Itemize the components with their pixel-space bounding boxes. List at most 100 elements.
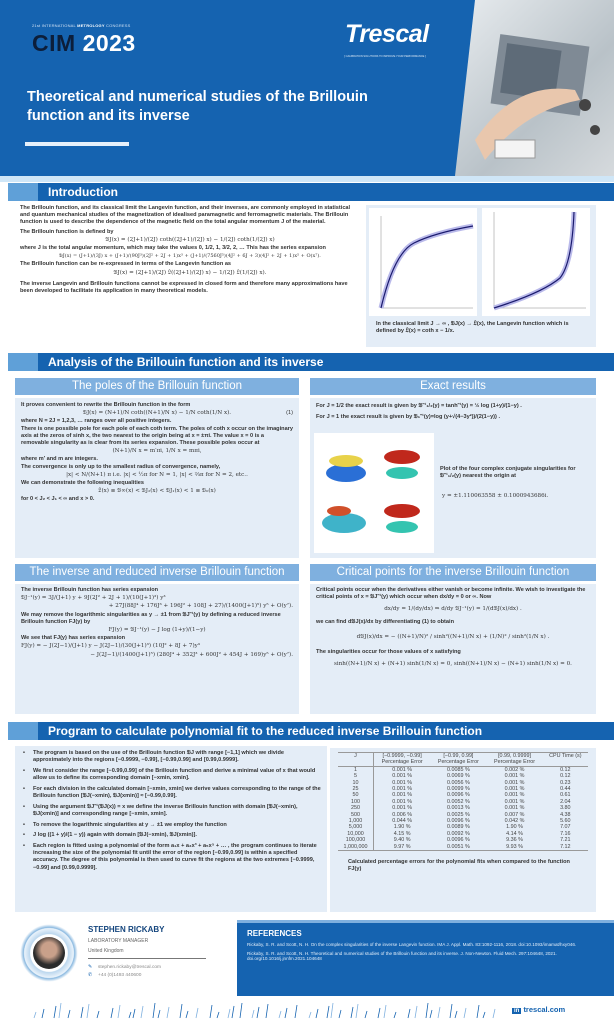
inverse-body: The inverse Brillouin function has serie… [15, 584, 299, 714]
table-cell: 9.97 % [373, 843, 431, 852]
table-cell: 0.0085 % [446, 766, 470, 773]
program-bullet: To remove the logarithmic singularities … [19, 822, 323, 829]
intro-paragraph: The Brillouin function, and its classica… [20, 205, 351, 226]
signature-stroke [140, 1005, 144, 1019]
table-cell: 2.04 [560, 798, 571, 805]
table-row: 10 0.001 % 0.0056 % 0.001 % 0.23 [338, 779, 588, 787]
table-row: 250 0.001 % 0.0013 % 0.001 % 3.80 [338, 805, 588, 812]
signature-stroke [152, 1002, 156, 1019]
signature-stroke [251, 1009, 255, 1019]
signature-stroke [179, 1003, 183, 1019]
signature-stroke [377, 1007, 381, 1019]
phone-icon: ✆ [88, 973, 93, 978]
inverse-panel: The inverse and reduced inverse Brilloui… [15, 564, 299, 714]
table-cell: 9.93 % [486, 843, 543, 852]
table-row: 100,000 9.40 % 0.0096 % 9.36 % 7.21 [338, 837, 588, 844]
subsection-title: Exact results [310, 378, 596, 395]
table-row: 1,000,000 9.97 % 0.0051 % 9.93 % 7.12 [338, 843, 588, 852]
signature-stroke [86, 1003, 90, 1019]
column-header: J [338, 752, 374, 760]
introduction-figure-panel: In the classical limit J → ∞ , 𝔅J(x) → 𝔏… [366, 205, 596, 347]
table-cell: 5,000 [338, 824, 374, 831]
website-link[interactable]: trescal.com [523, 1005, 566, 1014]
signature-stroke [227, 1008, 231, 1019]
table-cell: 0.12 [560, 773, 571, 780]
author-photo [33, 937, 65, 969]
subsection-title: Critical points for the inverse Brilloui… [310, 564, 596, 581]
subsection-title: The poles of the Brillouin function [15, 378, 299, 395]
table-row: 5,000 1.90 % 0.0089 % 1.90 % 7.07 [338, 824, 588, 831]
table-cell: 0.001 % [504, 786, 525, 793]
table-cell: 10,000 [338, 830, 374, 838]
table-cell: 0.001 % [392, 779, 413, 786]
signature-stroke [294, 1004, 298, 1019]
signature-stroke [278, 1010, 282, 1019]
table-cell: 250 [338, 805, 374, 812]
table-cell: 0.0092 % [446, 830, 470, 837]
table-cell: 0.12 [560, 766, 571, 773]
equation: 𝔅J(x) = (J+1)/(3J) x + (J+1)/(90J³)(2J² … [59, 253, 321, 260]
table-cell: 0.0052 % [446, 798, 470, 805]
table-cell: 0.0096 % [446, 837, 470, 844]
decorative-signature-strip [33, 1002, 496, 1019]
intro-paragraph: The Brillouin function is defined by [20, 228, 114, 235]
signature-stroke [315, 1008, 319, 1019]
paragraph: The convergence is only up to the smalle… [21, 463, 221, 470]
column-header: Percentage Error [373, 759, 431, 767]
author-email[interactable]: stephen.rickaby@trescal.com [98, 965, 162, 970]
table-cell: 1,000,000 [338, 843, 374, 852]
table-cell: 0.044 % [392, 818, 413, 825]
table-cell: 9.40 % [393, 837, 411, 844]
cim-logo: CIM 2023 [32, 30, 136, 57]
table-cell: 100,000 [338, 837, 374, 844]
table-header-row: Percentage Error Percentage Error Percenta… [338, 759, 588, 767]
intro-paragraph: where J is the total angular momentum, w… [20, 245, 326, 252]
table-cell: 1.90 % [506, 824, 523, 831]
table-cell: 7.12 [542, 843, 588, 852]
signature-stroke [350, 1006, 354, 1019]
signature-stroke [128, 1011, 132, 1019]
exact-result-one: For J = 1 the exact result is given by 𝔅… [316, 414, 501, 421]
signature-stroke [166, 1006, 170, 1019]
table-cell: 0.0013 % [446, 805, 470, 812]
table-cell: 0.001 % [504, 805, 525, 812]
section-header-analysis: Analysis of the Brillouin function and i… [8, 353, 614, 371]
table-cell: 0.006 % [392, 811, 413, 818]
section-header-introduction: Introduction [8, 183, 614, 201]
column-header: Percentage Error [430, 759, 487, 767]
signature-stroke [482, 1011, 486, 1019]
table-cell: 1 [338, 766, 374, 774]
signature-stroke [53, 1005, 57, 1019]
references-title: REFERENCES [247, 929, 302, 938]
footer-links: in trescal.com [512, 1005, 565, 1014]
signature-stroke [449, 1003, 453, 1019]
oscilloscope-illustration [475, 34, 600, 160]
email-icon: ✎ [88, 965, 93, 970]
section-header-program: Program to calculate polynomial fit to t… [8, 722, 614, 740]
signature-stroke [476, 1004, 480, 1019]
signature-stroke [33, 1011, 37, 1019]
table-cell: 0.001 % [504, 792, 525, 799]
signature-stroke [132, 1008, 136, 1019]
table-cell: 0.44 [560, 786, 571, 793]
signature-stroke [437, 1006, 441, 1019]
congress-suffix: CONGRESS [106, 23, 131, 28]
linkedin-icon[interactable]: in [512, 1008, 522, 1014]
table-cell: 50 [338, 792, 374, 799]
table-cell: 0.007 % [504, 811, 525, 818]
critical-points-panel: Critical points for the inverse Brilloui… [310, 564, 596, 714]
column-header: [−0.9999, −0.99] [373, 752, 431, 760]
table-cell: 0.0069 % [446, 773, 470, 780]
signature-stroke [80, 1006, 84, 1019]
table-cell: 10 [338, 779, 374, 787]
signature-stroke [355, 1003, 359, 1019]
reference-item: Rickaby, S. R. and Scott, N. H. On the c… [247, 942, 577, 947]
signature-stroke [364, 1010, 368, 1019]
table-cell: 9.36 % [506, 837, 523, 844]
program-body: The program is based on the use of the B… [15, 746, 327, 912]
table-cell: 0.001 % [392, 773, 413, 780]
equation: 𝔅J(x) = (2J+1)/(2J) coth((2J+1)/(2J) x) … [105, 236, 275, 243]
table-cell: 1,000 [338, 818, 374, 825]
section-title: Program to calculate polynomial fit to t… [48, 724, 483, 738]
equation: FJ(y) = − J(2J−1)/(J+1) y − J(2J−1)/(30(… [21, 643, 201, 650]
